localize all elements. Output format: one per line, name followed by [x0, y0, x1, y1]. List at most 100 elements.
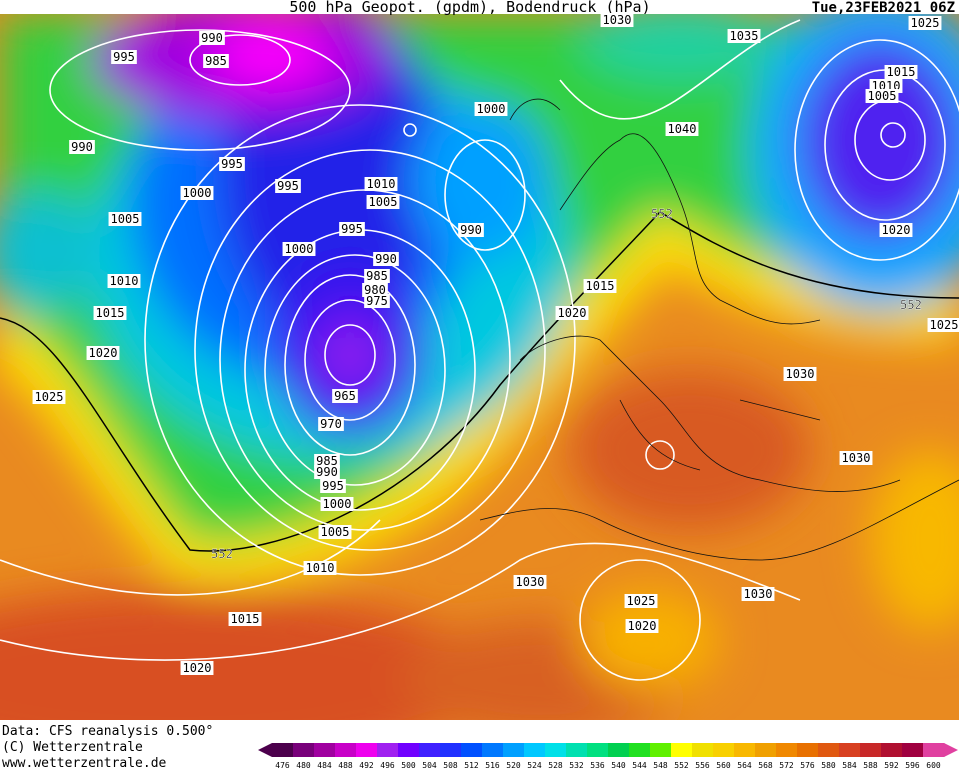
colorbar-swatch	[776, 743, 798, 757]
contour-label: 552	[900, 298, 922, 312]
colorbar-swatch	[440, 743, 462, 757]
isobar-label-box	[927, 318, 959, 332]
isobar-label: 1000	[320, 497, 354, 511]
website: www.wetterzentrale.de	[2, 756, 167, 770]
colorbar-swatch	[314, 743, 336, 757]
isobar-label-text: 1015	[887, 65, 916, 79]
map-title: 500 hPa Geopot. (gpdm), Bodendruck (hPa)	[289, 0, 650, 16]
isobar-label-text: 995	[322, 479, 344, 493]
isobar-label: 1005	[318, 525, 352, 539]
isobar-label-text: 1035	[730, 29, 759, 43]
isobar-label-box	[741, 587, 775, 601]
isobar-label-text: 995	[113, 50, 135, 64]
isobar-label-text: 990	[71, 140, 93, 154]
isobar-label: 1005	[865, 89, 899, 103]
isobar-label-box	[474, 102, 508, 116]
isobar-label-box	[362, 283, 388, 297]
isobar-label: 1030	[600, 13, 634, 27]
isobar-label: 1015	[583, 279, 617, 293]
isobar-label-text: 1000	[285, 242, 314, 256]
isobar-label-text: 1000	[323, 497, 352, 511]
colorbar-swatch	[797, 743, 819, 757]
isobar-label: 1030	[513, 575, 547, 589]
isobar-label-text: 990	[460, 223, 482, 237]
isobar-label-box	[458, 223, 484, 237]
colorbar-swatch	[734, 743, 756, 757]
isobar-label-box	[69, 140, 95, 154]
isobar-label-text: 1030	[516, 575, 545, 589]
isobar-label-box	[203, 54, 229, 68]
isobar-label: 990	[199, 31, 225, 45]
isobar-label-text: 1010	[367, 177, 396, 191]
isobar-label-text: 985	[316, 454, 338, 468]
colorbar-swatch	[482, 743, 504, 757]
isobar-label-text: 1010	[306, 561, 335, 575]
colorbar-label: 488	[338, 761, 353, 770]
isobar-label: 1025	[927, 318, 959, 332]
isobar-label: 1025	[908, 16, 942, 30]
isobar-label-box	[180, 186, 214, 200]
isobar-label: 1010	[107, 274, 141, 288]
colorbar-label: 584	[842, 761, 857, 770]
isobar-label: 985	[314, 454, 340, 468]
isobar-label-text: 985	[205, 54, 227, 68]
isobar-label-text: 1020	[89, 346, 118, 360]
isobar-label-text: 995	[341, 222, 363, 236]
isobar-label-text: 1000	[183, 186, 212, 200]
isobar-label-text: 990	[375, 252, 397, 266]
isobar-label: 990	[373, 252, 399, 266]
colorbar-swatch	[419, 743, 441, 757]
isobar-label-box	[320, 479, 346, 493]
colorbar-swatch	[503, 743, 525, 757]
isobar-label: 1025	[624, 594, 658, 608]
isobar-label: 1020	[879, 223, 913, 237]
isobar-label-box	[107, 274, 141, 288]
isobar-label: 1030	[839, 451, 873, 465]
colorbar-swatch	[755, 743, 777, 757]
colorbar-label: 556	[695, 761, 710, 770]
contour-label: 552	[651, 207, 673, 221]
isobar-label-text: 1020	[183, 661, 212, 675]
isobar-label-box	[364, 177, 398, 191]
isobar-label-text: 1005	[369, 195, 398, 209]
colorbar-swatch	[461, 743, 483, 757]
isobar-label-box	[600, 13, 634, 27]
colorbar-swatch	[524, 743, 546, 757]
colorbar-label: 596	[905, 761, 920, 770]
isobar-label: 985	[364, 269, 390, 283]
isobar-label-box	[364, 294, 390, 308]
colorbar-label: 512	[464, 761, 479, 770]
isobar-label: 1020	[180, 661, 214, 675]
colorbar-label: 524	[527, 761, 542, 770]
isobar-label-box	[865, 89, 899, 103]
isobar-label: 1005	[108, 212, 142, 226]
isobar-label-text: 1010	[110, 274, 139, 288]
colorbar-label: 532	[569, 761, 584, 770]
isobar-label-text: 1040	[668, 122, 697, 136]
isobar-label: 1000	[474, 102, 508, 116]
isobar-label-text: 1025	[930, 318, 959, 332]
colorbar-label: 492	[359, 761, 374, 770]
isobar-label-box	[339, 222, 365, 236]
isobar-label-box	[282, 242, 316, 256]
isobar-label: 1040	[665, 122, 699, 136]
isobar-label: 1005	[366, 195, 400, 209]
isobar-label-text: 990	[201, 31, 223, 45]
isobar-label-text: 965	[334, 389, 356, 403]
isobar-label: 1010	[364, 177, 398, 191]
isobar-label-text: 995	[277, 179, 299, 193]
colorbar-arrow-right	[944, 743, 958, 757]
isobar-label-box	[86, 346, 120, 360]
colorbar: 476 480 484 488 492 496 500 504 508 512 516 520 524 5…	[258, 743, 958, 770]
isobar-label-text: 1020	[628, 619, 657, 633]
isobar-label: 1015	[93, 306, 127, 320]
isobar-label-box	[364, 269, 390, 283]
isobar-label-box	[180, 661, 214, 675]
isobar-label-box	[199, 31, 225, 45]
isobar-label-box	[111, 50, 137, 64]
colorbar-label: 592	[884, 761, 899, 770]
colorbar-label: 548	[653, 761, 668, 770]
colorbar-label: 536	[590, 761, 605, 770]
colorbar-label: 500	[401, 761, 416, 770]
isobar-label-box	[332, 389, 358, 403]
